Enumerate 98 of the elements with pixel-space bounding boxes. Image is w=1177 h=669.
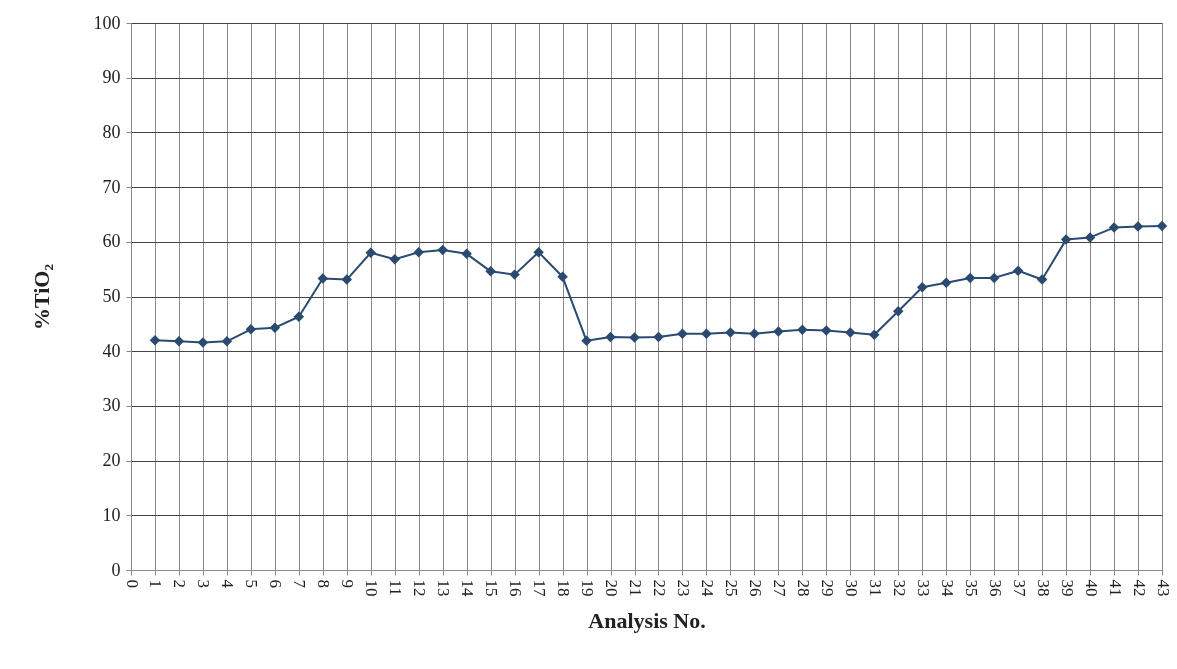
x-tick-label: 13 xyxy=(434,579,454,597)
point xyxy=(581,335,592,347)
point xyxy=(341,274,353,285)
y-tick-label: 10 xyxy=(102,504,121,525)
y-tick-label: 40 xyxy=(102,340,121,361)
x-tick-label: 30 xyxy=(841,579,861,597)
x-axis-title: Analysis No. xyxy=(588,607,706,633)
point xyxy=(533,246,544,258)
x-tick-label: 12 xyxy=(410,579,430,597)
point xyxy=(725,327,736,338)
x-tick-label: 38 xyxy=(1033,579,1053,597)
x-tick-label: 21 xyxy=(626,579,646,597)
x-tick-label: 31 xyxy=(865,579,885,597)
point xyxy=(773,326,784,337)
y-tick-label: 100 xyxy=(93,12,121,33)
y-axis-title: %TiO₂ xyxy=(28,263,54,331)
y-tick-label: 20 xyxy=(102,450,121,471)
point xyxy=(940,277,952,289)
point xyxy=(749,328,760,339)
point xyxy=(173,336,185,347)
x-tick-label: 2 xyxy=(170,579,190,588)
x-tick-label: 0 xyxy=(122,579,142,588)
x-tick-label: 37 xyxy=(1009,579,1029,597)
point xyxy=(797,324,808,336)
x-tick-label: 34 xyxy=(937,579,957,597)
point xyxy=(509,269,520,280)
point xyxy=(1108,222,1120,233)
x-tick-label: 41 xyxy=(1105,579,1125,597)
point xyxy=(869,329,880,341)
x-tick-label: 43 xyxy=(1153,579,1173,597)
y-tick-label: 30 xyxy=(102,395,121,416)
y-tick-label: 80 xyxy=(102,121,121,142)
point xyxy=(365,247,377,258)
x-tick-label: 33 xyxy=(913,579,933,597)
x-tick-label: 6 xyxy=(266,579,286,588)
point xyxy=(701,328,712,339)
point xyxy=(821,325,832,336)
point xyxy=(629,332,640,343)
x-tick-label: 18 xyxy=(554,579,574,597)
x-tick-label: 39 xyxy=(1057,579,1077,597)
y-tick-label: 50 xyxy=(102,286,121,306)
x-tick-label: 9 xyxy=(338,579,358,588)
x-tick-label: 15 xyxy=(482,579,502,597)
x-tick-label: 32 xyxy=(889,579,909,597)
x-tick-label: 17 xyxy=(530,579,550,597)
x-tick-label: 16 xyxy=(506,579,526,597)
point xyxy=(1060,234,1072,245)
point xyxy=(197,337,209,348)
point xyxy=(149,335,161,346)
x-tick-label: 4 xyxy=(218,579,238,589)
x-tick-label: 10 xyxy=(362,579,382,597)
point xyxy=(413,246,424,258)
x-tick-label: 23 xyxy=(673,579,693,597)
point xyxy=(1036,274,1048,285)
x-tick-label: 11 xyxy=(386,579,406,596)
x-tick-label: 42 xyxy=(1129,579,1149,597)
point xyxy=(437,244,448,256)
x-tick-label: 19 xyxy=(578,579,598,597)
x-tick-label: 22 xyxy=(649,579,669,597)
point xyxy=(677,328,688,339)
point xyxy=(245,324,257,335)
x-tick-label: 36 xyxy=(985,579,1005,597)
x-tick-label: 27 xyxy=(769,579,789,597)
x-tick-label: 40 xyxy=(1081,579,1101,597)
point xyxy=(1156,220,1168,232)
point xyxy=(461,248,472,260)
point xyxy=(317,273,329,284)
y-tick-label: 60 xyxy=(102,231,121,252)
x-tick-label: 24 xyxy=(697,579,717,597)
x-tick-label: 14 xyxy=(458,579,478,597)
point xyxy=(605,331,616,343)
point xyxy=(221,336,233,347)
y-tick-label: 70 xyxy=(102,176,121,197)
point xyxy=(293,311,305,322)
x-tick-label: 8 xyxy=(314,579,334,588)
point xyxy=(964,272,976,284)
point xyxy=(1084,232,1096,243)
x-tick-label: 1 xyxy=(146,579,166,588)
point xyxy=(269,322,281,333)
point xyxy=(1012,265,1024,277)
point xyxy=(916,281,928,293)
x-tick-label: 7 xyxy=(290,579,310,589)
x-tick-label: 25 xyxy=(721,579,741,597)
x-tick-label: 20 xyxy=(602,579,622,597)
x-tick-label: 28 xyxy=(793,579,813,597)
point xyxy=(557,271,568,283)
point xyxy=(845,327,856,338)
point xyxy=(485,266,496,277)
x-tick-label: 26 xyxy=(745,579,765,597)
point xyxy=(653,331,664,343)
point xyxy=(1132,221,1144,232)
y-tick-label: 90 xyxy=(102,67,121,88)
x-tick-label: 35 xyxy=(961,579,981,597)
x-tick-label: 29 xyxy=(817,579,837,597)
point xyxy=(389,254,400,265)
x-tick-label: 5 xyxy=(242,579,262,588)
point xyxy=(893,306,904,317)
x-tick-label: 3 xyxy=(194,579,214,588)
